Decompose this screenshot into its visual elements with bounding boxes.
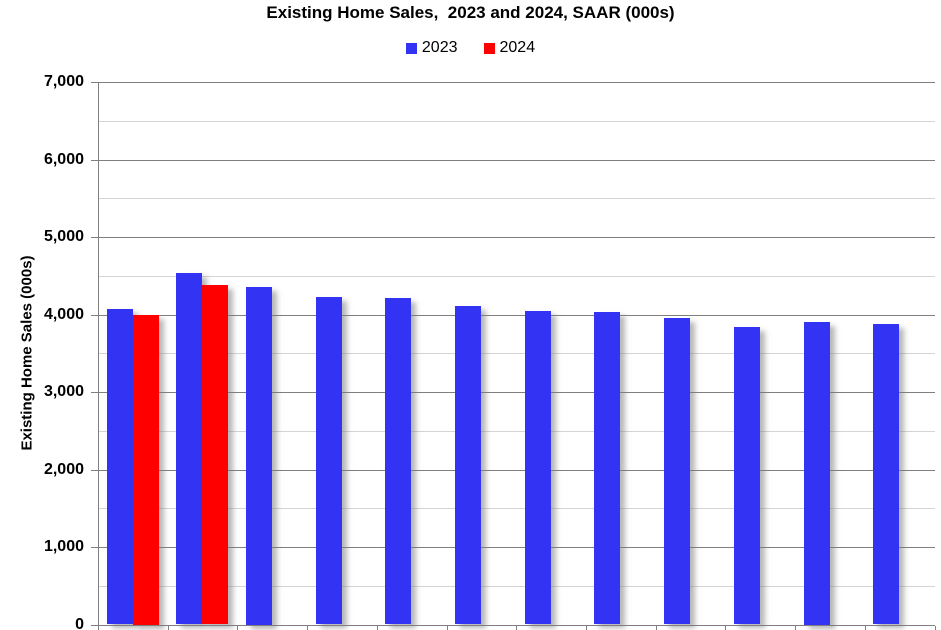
major-gridline xyxy=(98,82,935,83)
bar-2023-sep xyxy=(664,317,691,625)
bar-2023-mar xyxy=(245,287,272,625)
y-axis-tick xyxy=(91,237,98,238)
y-axis-tick-label: 4,000 xyxy=(43,305,84,323)
x-axis-tick xyxy=(98,625,99,630)
minor-gridline xyxy=(98,430,935,432)
bar-2023-dec xyxy=(873,323,900,625)
x-axis-tick xyxy=(167,625,169,630)
y-axis-tick-label: 5,000 xyxy=(43,228,84,245)
x-axis-tick xyxy=(446,625,448,630)
minor-gridline xyxy=(98,585,935,587)
y-axis-title: Existing Home Sales (000s) xyxy=(18,255,36,451)
bar-2023-feb xyxy=(176,273,203,625)
legend-label-2024: 2024 xyxy=(499,39,536,56)
x-axis-tick xyxy=(795,625,797,630)
legend-swatch-2024-icon xyxy=(483,42,495,54)
x-axis-tick xyxy=(307,625,309,630)
x-axis-tick xyxy=(655,625,657,630)
legend-item-2024: 2024 xyxy=(483,39,536,57)
y-axis-tick-label: 6,000 xyxy=(43,150,84,168)
bar-2024-jan xyxy=(132,314,159,625)
legend: 2023 2024 xyxy=(0,39,941,57)
bar-2023-nov xyxy=(803,322,830,625)
major-gridline xyxy=(98,547,935,548)
legend-item-2023: 2023 xyxy=(405,39,458,57)
minor-gridline xyxy=(98,275,935,277)
major-gridline xyxy=(98,237,935,238)
y-axis-tick-label: 2,000 xyxy=(43,460,84,478)
y-axis-tick xyxy=(91,624,98,626)
y-axis-tick-label: 1,000 xyxy=(43,538,84,555)
major-gridline xyxy=(98,392,935,393)
bar-2023-jan xyxy=(106,309,133,625)
bar-2023-may xyxy=(385,298,412,625)
legend-swatch-2023-icon xyxy=(405,42,417,54)
y-axis-tick xyxy=(91,82,98,83)
y-axis-tick-label: 0 xyxy=(75,615,84,630)
bar-2024-feb xyxy=(202,285,229,625)
minor-gridline xyxy=(98,120,935,122)
y-axis-tick xyxy=(91,314,98,316)
minor-gridline xyxy=(98,353,935,355)
minor-gridline xyxy=(98,198,935,200)
x-axis-tick xyxy=(585,625,587,630)
bar-2023-apr xyxy=(315,297,342,625)
y-axis-tick xyxy=(91,469,98,471)
major-gridline xyxy=(98,469,935,471)
y-axis-tick xyxy=(91,159,98,161)
bar-2023-jun xyxy=(455,305,482,625)
y-axis-tick-label: 3,000 xyxy=(43,383,84,400)
y-axis-tick xyxy=(91,547,98,548)
minor-gridline xyxy=(98,508,935,510)
y-axis-line xyxy=(98,82,99,630)
y-axis-tick xyxy=(91,392,98,393)
major-gridline xyxy=(98,314,935,316)
bar-2023-aug xyxy=(594,312,621,625)
chart-title: Existing Home Sales, 2023 and 2024, SAAR… xyxy=(266,3,675,22)
x-axis-tick xyxy=(725,625,727,630)
bar-2023-oct xyxy=(733,326,760,625)
y-axis-tick-label: 7,000 xyxy=(43,73,84,90)
x-axis-tick xyxy=(237,625,239,630)
x-axis-tick xyxy=(516,625,518,630)
x-axis-tick xyxy=(864,625,866,630)
x-axis-tick xyxy=(376,625,378,630)
major-gridline xyxy=(98,159,935,161)
x-axis-line xyxy=(98,624,935,626)
legend-label-2023: 2023 xyxy=(421,39,458,56)
x-axis-tick xyxy=(934,625,936,630)
bar-2023-jul xyxy=(524,311,551,625)
